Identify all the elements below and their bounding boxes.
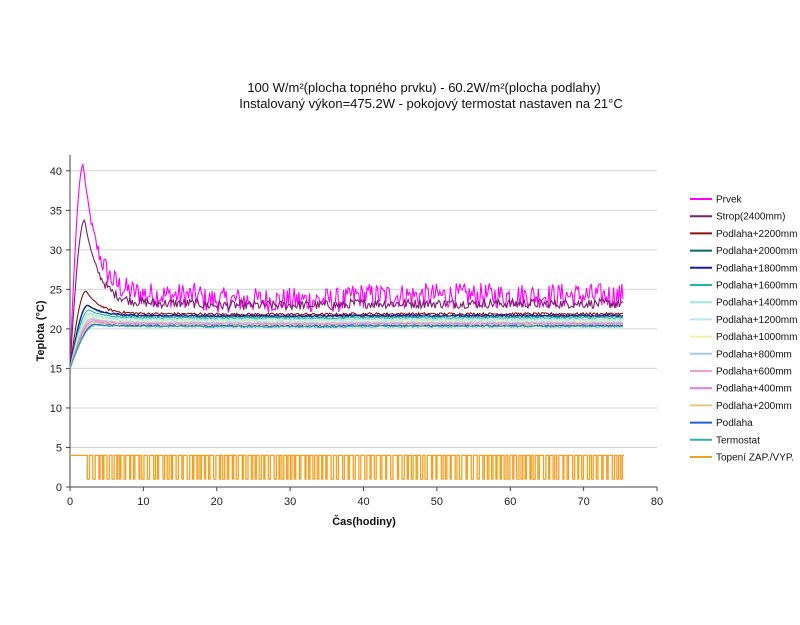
series-line-termostat (69, 324, 624, 369)
series-line-topen-zap-vyp (70, 454, 624, 480)
y-tick-label: 10 (50, 403, 62, 415)
legend-label-podlaha-600mm: Podlaha+600mm (716, 367, 792, 378)
legend-label-podlaha-1600mm: Podlaha+1600mm (716, 281, 797, 292)
series-line-podlaha-1400mm (69, 312, 624, 369)
x-tick-label: 0 (67, 496, 73, 508)
x-axis-label: Čas(hodiny) (332, 515, 396, 528)
chart-title-line-1: 100 W/m²(plocha topného prvku) - 60.2W/m… (247, 80, 600, 95)
legend-label-podlaha-1000mm: Podlaha+1000mm (716, 332, 797, 343)
legend-label-podlaha-1800mm: Podlaha+1800mm (716, 263, 797, 274)
series-line-strop-2400mm (69, 218, 624, 369)
series-line-prvek (69, 162, 624, 365)
legend-label-podlaha-2200mm: Podlaha+2200mm (716, 229, 797, 240)
legend-label-strop-2400mm: Strop(2400mm) (716, 212, 785, 223)
y-tick-label: 40 (50, 166, 62, 178)
series-line-podlaha-1800mm (69, 304, 624, 369)
y-tick-label: 30 (50, 245, 62, 257)
series-line-podlaha-2200mm (69, 290, 624, 369)
legend-label-podlaha: Podlaha (716, 418, 753, 429)
series-line-podlaha-400mm (69, 320, 624, 369)
x-tick-label: 80 (651, 496, 663, 508)
legend-label-termostat: Termostat (716, 435, 760, 446)
x-tick-label: 50 (431, 496, 443, 508)
series-group (69, 162, 624, 480)
y-axis-label: Teplota (°C) (35, 300, 47, 361)
grid (70, 170, 657, 448)
legend-label-podlaha-800mm: Podlaha+800mm (716, 349, 792, 360)
axes: 0 5 10 15 20 25 30 35 40 0 10 20 30 40 50 60 70 80 (50, 155, 663, 508)
chart-title-line-2: Instalovaný výkon=475.2W - pokojový term… (239, 96, 623, 111)
legend-label-podlaha-200mm: Podlaha+200mm (716, 401, 792, 412)
y-tick-label: 5 (56, 442, 62, 454)
series-line-podlaha (69, 323, 624, 369)
legend-label-podlaha-1200mm: Podlaha+1200mm (716, 315, 797, 326)
x-tick-label: 10 (137, 496, 149, 508)
y-tick-label: 35 (50, 205, 62, 217)
series-line-podlaha-200mm (69, 322, 624, 369)
series-line-podlaha-600mm (69, 318, 624, 369)
y-tick-label: 20 (50, 324, 62, 336)
legend: Prvek Strop(2400mm) Podlaha+2200mm Podlaha+… (690, 195, 797, 464)
x-tick-label: 30 (284, 496, 296, 508)
legend-label-prvek: Prvek (716, 195, 743, 206)
y-tick-label: 15 (50, 363, 62, 375)
legend-label-topen-zap-vyp: Topení ZAP./VYP. (716, 453, 794, 464)
x-tick-label: 20 (211, 496, 223, 508)
legend-label-podlaha-400mm: Podlaha+400mm (716, 384, 792, 395)
series-line-podlaha-1600mm (69, 309, 624, 369)
series-line-podlaha-2000mm (69, 304, 623, 369)
legend-label-podlaha-1400mm: Podlaha+1400mm (716, 298, 797, 309)
x-tick-label: 60 (504, 496, 516, 508)
x-tick-label: 40 (357, 496, 369, 508)
legend-label-podlaha-2000mm: Podlaha+2000mm (716, 246, 797, 257)
x-tick-label: 70 (578, 496, 590, 508)
y-tick-label: 25 (50, 284, 62, 296)
y-tick-label: 0 (56, 482, 62, 494)
